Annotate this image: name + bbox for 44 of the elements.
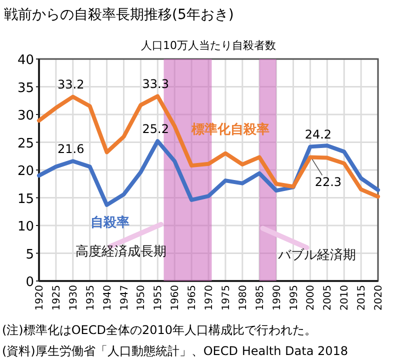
x-tick-label: 1930 xyxy=(68,285,80,310)
x-tick-label: 1935 xyxy=(85,285,96,310)
x-tick-label: 1990 xyxy=(272,285,283,310)
x-tick-label: 2005 xyxy=(322,285,334,310)
y-tick-label: 35 xyxy=(17,80,34,96)
y-tick-label: 10 xyxy=(17,220,34,234)
x-tick-label: 2015 xyxy=(356,285,368,310)
data-label: 33.2 xyxy=(58,78,84,92)
data-label: 22.3 xyxy=(314,175,342,190)
y-tick-label: 15 xyxy=(17,192,34,207)
text: (注)標準化はOECD全体の2010年人口構成比で行われた。 xyxy=(2,323,317,337)
y-tick-label: 20 xyxy=(17,164,34,179)
x-tick-label: 2000 xyxy=(306,285,317,310)
x-tick-label: 1955 xyxy=(153,285,164,310)
x-tick-label: 1970 xyxy=(204,285,215,310)
x-tick-label: 1925 xyxy=(51,285,62,310)
y-tick-label: 5 xyxy=(26,247,34,262)
y-tick-label: 25 xyxy=(17,136,34,152)
band-label: バブル経済期 xyxy=(276,246,356,263)
data-label: 21.6 xyxy=(58,142,84,156)
data-label: 33.3 xyxy=(142,77,170,92)
x-tick-label: 2020 xyxy=(374,285,384,310)
data-label: 25.2 xyxy=(142,122,170,136)
x-tick-label: 1980 xyxy=(238,285,249,310)
x-tick-label: 1920 xyxy=(34,285,46,310)
y-tick-label: 0 xyxy=(26,275,34,290)
text: (資料)厚生労働省「人口動態統計」、OECD Health Data 2018 xyxy=(2,344,348,358)
series-label: 標準化自殺率 xyxy=(190,121,270,138)
chart-title: 戦前からの自殺率長期推移(5年おき) xyxy=(4,7,234,23)
y-tick-label: 40 xyxy=(17,53,34,68)
x-tick-label: 1965 xyxy=(187,285,198,310)
annotation: 高度経済成長期 xyxy=(76,243,167,260)
series-label: 自殺率 xyxy=(90,214,130,231)
x-tick-label: 1995 xyxy=(288,285,300,310)
x-tick-label: 1985 xyxy=(254,285,266,310)
x-tick-label: 1947 xyxy=(119,285,130,310)
data-label: 24.2 xyxy=(304,128,332,142)
y-tick-label: 30 xyxy=(17,108,34,124)
x-tick-label: 1975 xyxy=(220,285,232,310)
x-tick-label: 1960 xyxy=(170,285,182,310)
y-axis-title: 人口10万人当たり自殺者数 xyxy=(141,39,276,52)
x-tick-label: 1940 xyxy=(102,285,114,310)
x-tick-label: 1950 xyxy=(136,285,148,310)
x-tick-label: 2010 xyxy=(340,285,351,310)
